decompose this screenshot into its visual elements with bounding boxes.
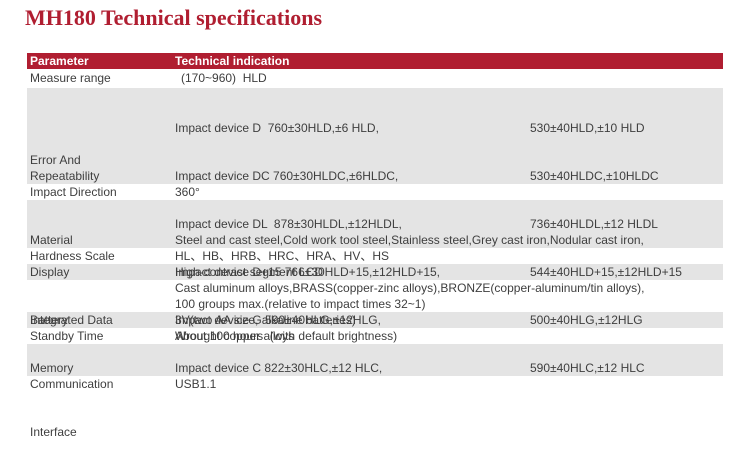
param-standby-time: Standby Time <box>30 329 104 343</box>
row-hardness-scale: Hardness Scale HL、HB、HRB、HRC、HRA、HV、HS <box>27 248 723 264</box>
value-integrated-data-memory: 100 groups max.(relative to impact times… <box>175 297 426 311</box>
param-error-line1: Error And <box>30 153 81 167</box>
param-battery: Battery <box>30 313 69 327</box>
param-memory-line1: Integrated Data <box>30 313 113 327</box>
param-error-and-repeatability: Error And Repeatability <box>27 88 175 184</box>
param-comm-line1: Communication <box>30 377 114 391</box>
row-standby-time: Standby Time About 100 hours (with defau… <box>27 328 723 344</box>
impact-device-g-line: Impact device G 590±40HLG,±12HLG, 500±40… <box>175 313 643 327</box>
header-technical-indication: Technical indication <box>175 54 290 68</box>
material-line3: Wrought copper alloys <box>175 329 295 343</box>
impact-device-c-line: Impact device C 822±30HLC,±12 HLC, 590±4… <box>175 361 645 375</box>
row-impact-direction: Impact Direction 360° <box>27 184 723 200</box>
row-measure-range: Measure range (170~960) HLD <box>27 69 723 88</box>
row-battery: Battery 3V(two AA size, alkaline batteri… <box>27 312 723 328</box>
row-error-and-repeatability: Error And Repeatability Impact device D … <box>27 88 723 375</box>
value-display: High-contrast segment LCD <box>175 265 324 279</box>
param-impact-direction: Impact Direction <box>30 185 117 199</box>
value-hardness-scale: HL、HB、HRB、HRC、HRA、HV、HS <box>175 249 390 263</box>
spec-table: Parameter Technical indication Measure r… <box>27 53 723 439</box>
impact-device-dl-line: Impact device DL 878±30HLDL,±12HLDL, 736… <box>175 217 658 231</box>
value-communication-interface: USB1.1 <box>175 377 217 391</box>
param-measure-range: Measure range <box>30 71 111 85</box>
value-impact-direction: 360° <box>175 185 200 199</box>
param-material: Material <box>30 233 73 247</box>
value-material: Steel and cast steel,Cold work tool stee… <box>175 200 723 343</box>
value-measure-range: (170~960) HLD <box>181 71 267 85</box>
page-title: MH180 Technical specifications <box>25 5 322 30</box>
header-parameter: Parameter <box>30 54 89 68</box>
material-line1: Steel and cast steel,Cold work tool stee… <box>175 233 644 247</box>
material-line2: Cast aluminum alloys,BRASS(copper-zinc a… <box>175 281 645 295</box>
param-comm-line2: Interface <box>30 425 77 439</box>
param-error-line2: Repeatability <box>30 169 100 183</box>
param-memory-line2: Memory <box>30 361 74 375</box>
row-integrated-data-memory: Integrated Data Memory 100 groups max.(r… <box>27 280 723 375</box>
value-battery: 3V(two AA size, alkaline batteries) <box>175 313 356 327</box>
row-material: Material Steel and cast steel,Cold work … <box>27 200 723 343</box>
param-communication-interface: Communication Interface <box>27 344 175 439</box>
value-error-and-repeatability: Impact device D 760±30HLD,±6 HLD, 530±40… <box>175 88 723 375</box>
param-integrated-data-memory: Integrated Data Memory <box>27 280 175 375</box>
row-communication-interface: Communication Interface USB1.1 <box>27 344 723 439</box>
row-display: Display High-contrast segment LCD <box>27 264 723 280</box>
param-display: Display <box>30 265 70 279</box>
value-standby-time: About 100 hours (with default brightness… <box>175 329 398 343</box>
table-header-row: Parameter Technical indication <box>27 53 723 69</box>
impact-device-d15-line: Impact device D+15 766±30HLD+15,±12HLD+1… <box>175 265 682 279</box>
impact-device-d-line: Impact device D 760±30HLD,±6 HLD, 530±40… <box>175 121 645 135</box>
param-hardness-scale: Hardness Scale <box>30 249 115 263</box>
impact-device-dc-line: Impact device DC 760±30HLDC,±6HLDC, 530±… <box>175 169 659 183</box>
